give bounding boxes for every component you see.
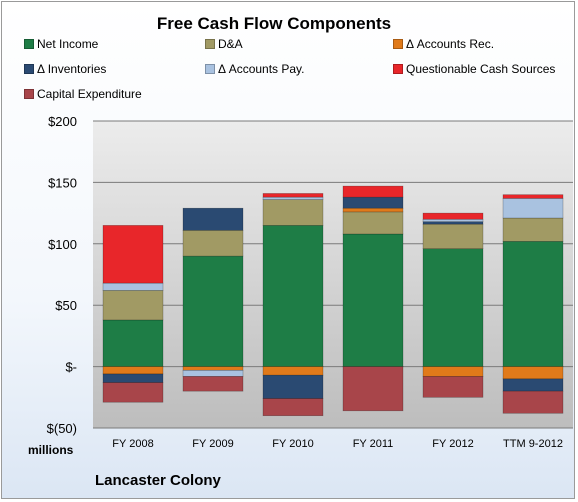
legend-swatch [205, 64, 215, 74]
bar-accounts-pay-fy-2009 [182, 369, 244, 377]
bar-accounts-rec-ttm-9-2012 [502, 366, 564, 380]
bar-accounts-rec-fy-2008 [102, 366, 164, 375]
bar-accounts-pay-fy-2008 [102, 282, 164, 291]
legend-item-accounts-pay: Δ Accounts Pay. [205, 62, 305, 76]
bar-capital-expenditure-ttm-9-2012 [502, 390, 564, 414]
bar-net-income-fy-2011 [342, 233, 404, 367]
bar-net-income-fy-2012 [422, 248, 484, 367]
legend-swatch [205, 39, 215, 49]
legend-label: Questionable Cash Sources [406, 62, 556, 76]
legend-label: D&A [218, 37, 243, 51]
bar-d-a-fy-2010 [262, 199, 324, 226]
bar-accounts-pay-fy-2010 [262, 196, 324, 200]
bar-capital-expenditure-fy-2011 [342, 366, 404, 412]
bar-capital-expenditure-fy-2012 [422, 376, 484, 398]
bar-d-a-fy-2008 [102, 290, 164, 321]
bar-capital-expenditure-fy-2009 [182, 376, 244, 392]
bar-accounts-rec-fy-2009 [182, 366, 244, 371]
legend-item-d-a: D&A [205, 37, 243, 51]
x-tick-label: FY 2009 [192, 438, 233, 450]
legend-swatch [24, 64, 34, 74]
chart-title: Free Cash Flow Components [156, 14, 392, 33]
bar-inventories-fy-2011 [342, 196, 404, 209]
legend-swatch [24, 39, 34, 49]
bar-inventories-fy-2012 [422, 221, 484, 225]
y-tick-label: $200 [48, 114, 77, 129]
bar-net-income-fy-2009 [182, 255, 244, 367]
bar-inventories-fy-2009 [182, 207, 244, 231]
y-tick-label: $150 [48, 175, 77, 190]
legend-item-net-income: Net Income [24, 37, 98, 51]
x-tick-label: FY 2010 [272, 438, 313, 450]
legend-label: Capital Expenditure [37, 87, 142, 101]
legend-item-inventories: Δ Inventories [24, 62, 106, 76]
bar-questionable-cash-sources-fy-2012 [422, 212, 484, 220]
bar-inventories-fy-2008 [102, 373, 164, 383]
bar-d-a-fy-2009 [182, 229, 244, 257]
bar-capital-expenditure-fy-2008 [102, 382, 164, 403]
bar-questionable-cash-sources-ttm-9-2012 [502, 194, 564, 199]
bar-net-income-fy-2010 [262, 225, 324, 367]
units-label: millions [28, 443, 74, 457]
y-tick-label: $100 [48, 237, 77, 252]
x-tick-label: FY 2008 [112, 438, 153, 450]
legend-item-questionable-cash-sources: Questionable Cash Sources [393, 62, 555, 76]
bar-accounts-rec-fy-2011 [342, 207, 404, 213]
y-tick-label: $(50) [47, 421, 77, 436]
bar-inventories-ttm-9-2012 [502, 378, 564, 392]
company-name: Lancaster Colony [95, 472, 221, 489]
legend-label: Δ Accounts Rec. [406, 37, 495, 51]
bar-accounts-pay-fy-2012 [422, 218, 484, 222]
legend-label: Net Income [37, 37, 99, 51]
legend-label: Δ Inventories [37, 62, 107, 76]
plot-area [93, 121, 573, 428]
bar-d-a-fy-2012 [422, 223, 484, 250]
bar-accounts-pay-ttm-9-2012 [502, 198, 564, 219]
y-tick-label: $50 [55, 298, 77, 313]
bar-questionable-cash-sources-fy-2011 [342, 185, 404, 198]
legend-item-capital-expenditure: Capital Expenditure [24, 87, 142, 101]
bar-inventories-fy-2010 [262, 374, 324, 399]
legend-label: Δ Accounts Pay. [218, 62, 305, 76]
y-tick-label: $- [65, 360, 77, 375]
legend-item-accounts-rec: Δ Accounts Rec. [393, 37, 494, 51]
bar-capital-expenditure-fy-2010 [262, 398, 324, 417]
bar-d-a-fy-2011 [342, 211, 404, 235]
x-tick-label: FY 2011 [353, 438, 394, 450]
bar-net-income-ttm-9-2012 [502, 241, 564, 367]
legend-swatch [393, 39, 403, 49]
bar-d-a-ttm-9-2012 [502, 217, 564, 242]
x-tick-label: TTM 9-2012 [503, 438, 563, 450]
legend-swatch [393, 64, 403, 74]
legend-swatch [24, 89, 34, 99]
bar-net-income-fy-2008 [102, 319, 164, 367]
bar-questionable-cash-sources-fy-2010 [262, 193, 324, 198]
x-tick-label: FY 2012 [432, 438, 473, 450]
bar-accounts-rec-fy-2012 [422, 366, 484, 377]
bar-accounts-rec-fy-2010 [262, 366, 324, 376]
bar-questionable-cash-sources-fy-2008 [102, 225, 164, 284]
